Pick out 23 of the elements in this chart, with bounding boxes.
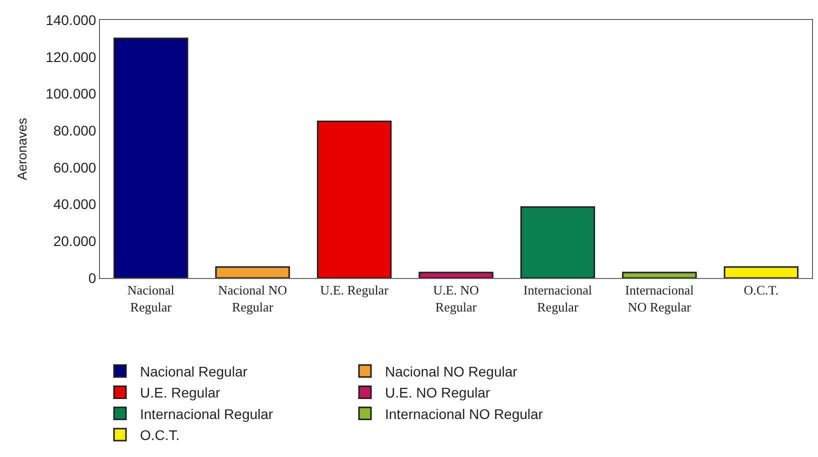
legend-label: Nacional Regular <box>140 363 248 380</box>
y-tick-label: 120.000 <box>46 48 96 65</box>
legend-label: U.E. NO Regular <box>385 384 490 401</box>
x-tick-label: Internacional NO Regular <box>625 282 694 314</box>
x-tick-label: Internacional Regular <box>523 282 592 314</box>
legend-label: U.E. Regular <box>140 384 220 401</box>
y-tick-label: 40.000 <box>53 196 96 212</box>
x-tick-label: Nacional Regular <box>127 282 175 314</box>
y-tick-label: 0 <box>88 270 96 286</box>
y-tick-label: 100.000 <box>46 86 96 102</box>
legend-label: Nacional NO Regular <box>385 363 518 380</box>
x-tick-label: U.E. NO Regular <box>433 282 479 314</box>
legend-label: O.C.T. <box>140 427 180 444</box>
x-tick-label: O.C.T. <box>744 282 779 298</box>
y-axis-title: Aeronaves <box>14 117 30 180</box>
y-tick-label: 80.000 <box>53 122 96 138</box>
y-tick-label: 60.000 <box>53 159 96 176</box>
x-tick-label: Nacional NO Regular <box>218 282 288 314</box>
y-tick-label: 140.000 <box>46 12 96 28</box>
x-tick-label: U.E. Regular <box>320 282 390 298</box>
legend-label: Internacional NO Regular <box>385 406 544 422</box>
legend-label: Internacional Regular <box>140 406 274 422</box>
y-tick-label: 20.000 <box>53 233 96 250</box>
